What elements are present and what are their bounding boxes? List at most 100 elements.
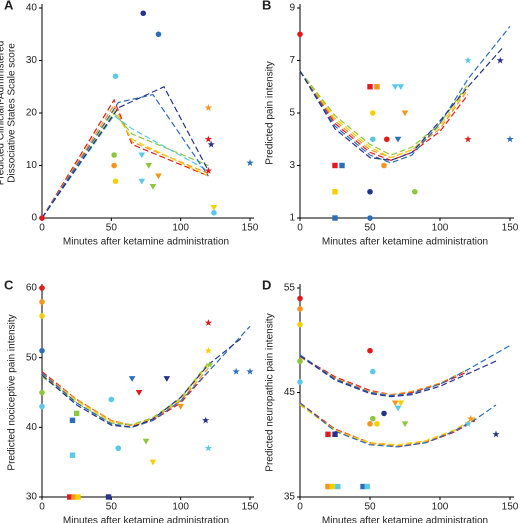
point — [329, 483, 335, 490]
point — [204, 319, 213, 326]
fit-line — [41, 362, 209, 426]
point — [339, 162, 345, 169]
point — [149, 184, 157, 190]
point — [112, 73, 119, 80]
point — [370, 136, 376, 143]
point — [204, 444, 213, 452]
point — [384, 136, 390, 143]
point — [108, 396, 115, 403]
point — [39, 347, 45, 354]
point — [325, 483, 331, 490]
y-tick-label: 3 — [289, 160, 295, 171]
point — [111, 162, 117, 169]
y-tick-label: 30 — [26, 55, 38, 66]
point — [367, 188, 373, 195]
x-axis-label: Minutes after ketamine administration — [322, 237, 488, 248]
point — [149, 459, 157, 466]
fit-line — [299, 404, 476, 446]
fit-line — [299, 26, 511, 164]
point — [204, 135, 213, 143]
point — [246, 367, 254, 375]
fit-line — [41, 93, 209, 219]
point — [163, 376, 171, 382]
y-tick-label: 55 — [284, 283, 296, 294]
point — [155, 31, 162, 38]
x-tick-label: 150 — [242, 223, 259, 234]
point — [138, 152, 146, 159]
fit-line — [299, 402, 497, 448]
point — [391, 84, 399, 91]
point — [211, 209, 217, 216]
point — [140, 10, 147, 17]
y-tick-label: 40 — [26, 422, 38, 433]
point — [207, 140, 215, 148]
point — [206, 360, 214, 368]
x-axis-label: Minutes after ketamine administration — [63, 237, 229, 248]
point — [69, 417, 76, 424]
panel-label: D — [262, 277, 271, 292]
fit-line — [299, 47, 504, 161]
panel-label: C — [4, 277, 14, 292]
point — [367, 215, 373, 221]
point — [39, 215, 45, 221]
x-axis-label: Minutes after ketamine administration — [63, 516, 229, 523]
point — [204, 346, 213, 354]
y-axis-label: Dissociative States Scale score — [7, 43, 18, 183]
point — [73, 410, 80, 417]
point — [401, 110, 409, 117]
point — [367, 347, 373, 354]
x-tick-label: 50 — [106, 223, 118, 234]
x-tick-label: 150 — [502, 223, 519, 234]
point — [138, 178, 146, 185]
point — [177, 403, 184, 410]
y-tick-label: 7 — [289, 55, 295, 66]
point — [111, 152, 117, 158]
point — [394, 136, 402, 143]
point — [115, 445, 122, 452]
fit-line — [41, 114, 209, 219]
point — [367, 421, 373, 427]
x-tick-label: 0 — [297, 223, 303, 234]
point — [297, 358, 303, 364]
point — [506, 135, 514, 143]
point — [204, 166, 213, 174]
x-tick-label: 50 — [364, 502, 376, 513]
fit-line — [299, 356, 469, 396]
point — [128, 376, 136, 382]
point — [297, 295, 303, 302]
point — [360, 483, 366, 490]
x-tick-label: 100 — [432, 502, 449, 513]
point — [381, 162, 387, 169]
point — [381, 410, 387, 417]
y-tick-label: 60 — [26, 283, 38, 294]
x-tick-label: 100 — [172, 502, 189, 513]
panel-label: B — [262, 0, 271, 12]
fit-line — [299, 70, 469, 159]
y-axis-label: Predicted nociceptive pain intensity — [7, 314, 18, 470]
y-tick-label: 0 — [31, 213, 37, 224]
y-tick-label: 45 — [284, 387, 296, 398]
point — [204, 103, 213, 111]
fit-line — [41, 103, 209, 219]
x-tick-label: 0 — [39, 502, 45, 513]
point — [374, 421, 380, 427]
point — [401, 421, 409, 428]
point — [367, 84, 373, 90]
point — [145, 163, 153, 169]
point — [142, 438, 150, 445]
point — [297, 321, 303, 328]
point — [75, 494, 81, 500]
point — [332, 215, 338, 221]
y-tick-label: 20 — [26, 108, 38, 119]
point — [297, 379, 303, 385]
y-tick-label: 40 — [26, 3, 38, 14]
point — [412, 188, 418, 195]
point — [370, 110, 376, 116]
x-tick-label: 150 — [502, 502, 519, 513]
y-tick-label: 10 — [26, 160, 38, 171]
point — [397, 84, 405, 91]
fit-line — [299, 355, 497, 398]
point — [210, 205, 218, 211]
point — [67, 494, 73, 500]
